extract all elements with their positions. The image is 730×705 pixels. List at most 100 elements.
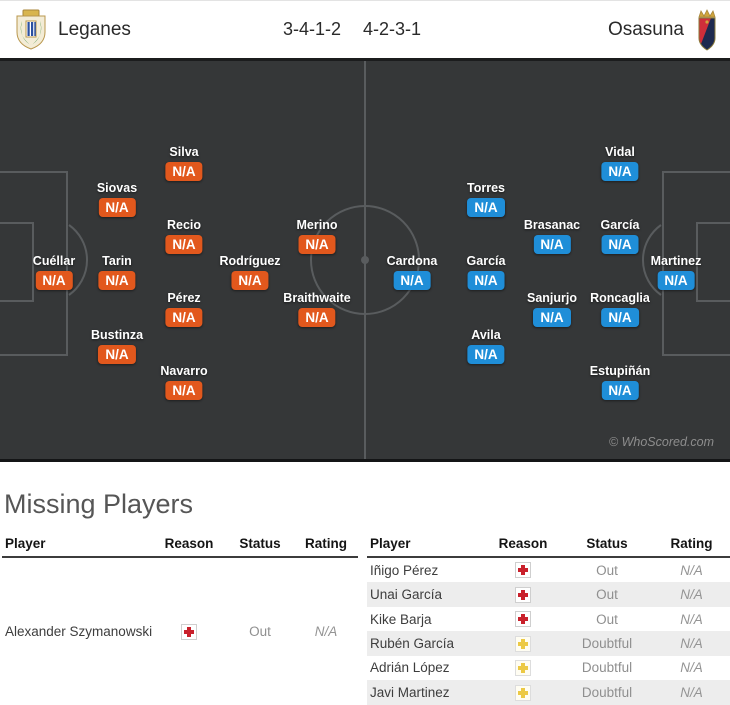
player-marker[interactable]: Bustinza N/A [91, 328, 143, 364]
col-player: Player [367, 533, 485, 558]
player-marker[interactable]: Vidal N/A [601, 145, 639, 181]
match-header: Leganes 3-4-1-2 4-2-3-1 Osasuna [0, 0, 730, 58]
player-name: Bustinza [90, 328, 144, 342]
col-reason: Reason [485, 533, 561, 558]
player-marker[interactable]: Estupiñán N/A [590, 364, 650, 400]
leganes-crest-icon [16, 9, 46, 50]
missing-players-title: Missing Players [4, 489, 194, 519]
home-team-header[interactable]: Leganes [14, 1, 131, 58]
player-name: García [600, 218, 640, 232]
player-name: Avila [471, 328, 501, 342]
missing-player-rating: N/A [680, 611, 703, 627]
doubtful-cross-icon [515, 660, 531, 677]
player-name: Estupiñán [589, 364, 651, 378]
player-rating-badge: N/A [533, 308, 571, 327]
player-rating-badge: N/A [601, 381, 639, 400]
player-name: Cuéllar [32, 254, 76, 268]
player-marker[interactable]: Cuéllar N/A [33, 254, 75, 290]
missing-player-name: Alexander Szymanowski [5, 623, 152, 639]
player-marker[interactable]: Rodríguez N/A [219, 254, 281, 290]
col-reason: Reason [152, 533, 226, 558]
player-rating-badge: N/A [231, 271, 269, 290]
home-formation: 3-4-1-2 [282, 19, 341, 39]
missing-player-rating: N/A [680, 636, 703, 652]
missing-player-rating: N/A [680, 587, 703, 603]
player-name: Torres [467, 181, 505, 195]
away-formation: 4-2-3-1 [363, 19, 422, 39]
player-name: Martinez [650, 254, 702, 268]
player-name: Sanjurjo [526, 291, 578, 305]
player-marker[interactable]: García N/A [466, 254, 506, 290]
player-marker[interactable]: Navarro N/A [160, 364, 208, 400]
missing-player-name: Iñigo Pérez [370, 562, 439, 578]
player-marker[interactable]: Silva N/A [165, 145, 203, 181]
col-status: Status [561, 533, 653, 558]
player-rating-badge: N/A [657, 271, 695, 290]
player-name: Silva [169, 145, 199, 159]
player-rating-badge: N/A [601, 162, 639, 181]
player-marker[interactable]: Braithwaite N/A [283, 291, 351, 327]
missing-player-name: Adrián López [370, 660, 450, 676]
missing-player-status: Out [596, 562, 618, 578]
injury-cross-icon [515, 611, 531, 628]
player-name: Vidal [605, 145, 635, 159]
injury-cross-icon [515, 586, 531, 603]
missing-player-row: Kike Barja Out N/A [367, 607, 730, 631]
player-name: Cardona [386, 254, 438, 268]
player-rating-badge: N/A [35, 271, 73, 290]
missing-player-status: Doubtful [581, 684, 633, 700]
player-marker[interactable]: Brasanac N/A [524, 218, 580, 254]
missing-player-reason [485, 582, 561, 606]
player-name: Recio [166, 218, 202, 232]
player-name: Siovas [96, 181, 138, 195]
missing-player-reason [485, 631, 561, 655]
player-marker[interactable]: Siovas N/A [97, 181, 137, 217]
player-marker[interactable]: Tarin N/A [98, 254, 136, 290]
missing-player-row: Javi Martinez Doubtful N/A [367, 680, 730, 705]
missing-player-reason [485, 656, 561, 680]
player-name: Rodríguez [219, 254, 281, 268]
player-name: Navarro [160, 364, 208, 378]
player-marker[interactable]: Cardona N/A [386, 254, 438, 290]
missing-players-section: Missing Players Player Reason Status Rat… [0, 489, 730, 705]
injury-cross-icon [181, 623, 197, 640]
player-name: Brasanac [523, 218, 581, 232]
player-name: Roncaglia [590, 291, 650, 305]
table-header-row: Player Reason Status Rating [2, 533, 358, 558]
player-marker[interactable]: Roncaglia N/A [590, 291, 650, 327]
col-player: Player [2, 533, 152, 558]
player-marker[interactable]: Recio N/A [165, 218, 203, 254]
injury-cross-icon [515, 562, 531, 579]
player-marker[interactable]: Martinez N/A [650, 254, 702, 290]
missing-player-status: Doubtful [581, 660, 633, 676]
pitch: Cuéllar N/A Siovas N/A Tarin N/A Bustinza N/A Si… [0, 58, 730, 462]
player-rating-badge: N/A [165, 235, 203, 254]
osasuna-crest-icon [698, 8, 716, 51]
missing-player-rating: N/A [680, 684, 703, 700]
player-marker[interactable]: García N/A [600, 218, 640, 254]
player-marker[interactable]: Sanjurjo N/A [527, 291, 577, 327]
player-marker[interactable]: Torres N/A [467, 181, 505, 217]
player-marker[interactable]: Merino N/A [296, 218, 338, 254]
missing-player-reason [485, 557, 561, 582]
player-rating-badge: N/A [98, 198, 136, 217]
player-name: Merino [296, 218, 338, 232]
player-rating-badge: N/A [298, 235, 336, 254]
player-name: García [466, 254, 506, 268]
player-rating-badge: N/A [601, 308, 639, 327]
player-rating-badge: N/A [467, 198, 505, 217]
away-team-header[interactable]: Osasuna [608, 1, 720, 58]
player-marker[interactable]: Pérez N/A [165, 291, 203, 327]
away-missing-table: Player Reason Status Rating Iñigo Pérez O… [367, 533, 730, 705]
player-marker[interactable]: Avila N/A [467, 328, 505, 364]
doubtful-cross-icon [515, 684, 531, 701]
home-missing-table: Player Reason Status Rating Alexander Sz… [2, 533, 358, 705]
missing-player-row: Rubén García Doubtful N/A [367, 631, 730, 656]
player-rating-badge: N/A [165, 308, 203, 327]
missing-player-reason [152, 557, 226, 705]
player-rating-badge: N/A [165, 381, 203, 400]
missing-player-name: Rubén García [370, 636, 455, 652]
missing-player-status: Out [596, 587, 618, 603]
missing-player-rating: N/A [314, 623, 338, 639]
